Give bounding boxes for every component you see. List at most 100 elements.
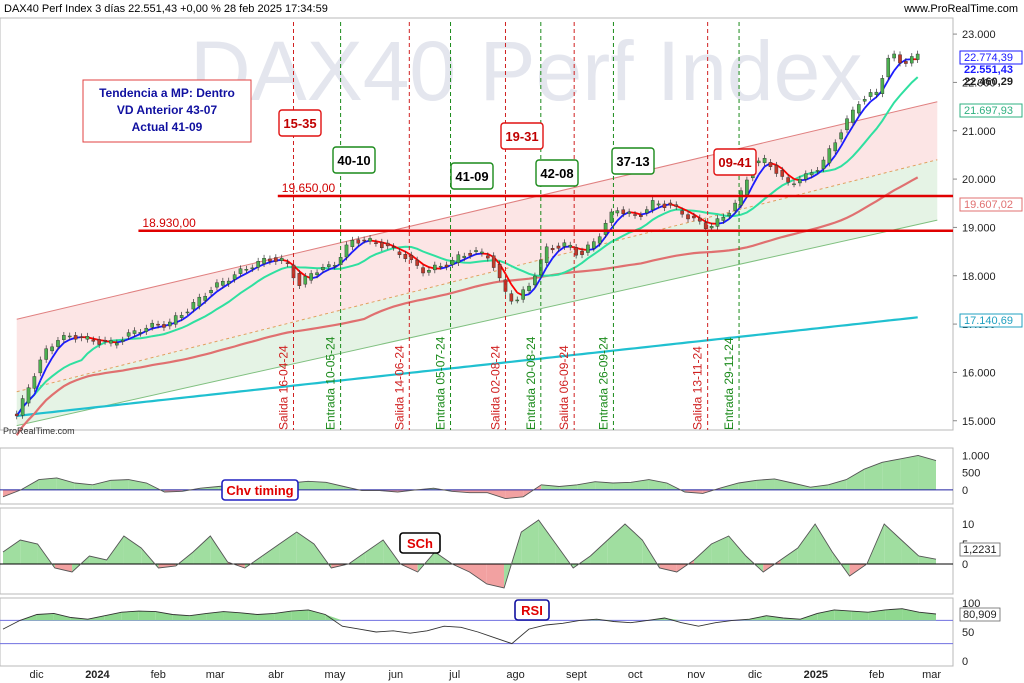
price-tick-label: 20.000 — [962, 174, 996, 186]
ma-fast-segment — [852, 116, 860, 127]
info-box-line3: Actual 41-09 — [132, 120, 203, 134]
ma-fast-segment — [705, 220, 712, 225]
level-label-1: 18.930,00 — [142, 216, 196, 230]
candle-body — [892, 53, 896, 59]
candle-body — [156, 323, 160, 326]
week-box-label-3: 19-31 — [505, 129, 538, 144]
candle-body — [580, 250, 584, 255]
ma-fast-segment — [399, 248, 406, 253]
candle-body — [827, 148, 832, 164]
indicator-title-box — [221, 479, 299, 501]
week-box-5 — [611, 147, 655, 175]
indicator-area — [89, 556, 107, 564]
signal-label-8: Salida 13-11-24 — [691, 346, 705, 430]
candle-body — [515, 299, 520, 302]
ma-slow-line — [15, 176, 919, 436]
ma-fast-segment — [728, 212, 736, 220]
channel-upper-fill — [16, 101, 938, 392]
ma-fast-segment — [322, 268, 330, 274]
candle-body — [415, 259, 419, 266]
indicator-area — [720, 483, 739, 490]
indicator-area — [487, 489, 506, 499]
price-label-box — [959, 313, 1023, 328]
candle-body — [85, 336, 90, 340]
candle-body — [762, 158, 767, 164]
candle-body — [592, 241, 596, 249]
price-label-4: 19.607,02 — [964, 199, 1013, 211]
channel-top-line — [16, 101, 938, 320]
ma-fast-segment — [186, 310, 194, 317]
candle-body — [468, 253, 472, 256]
candle-body — [486, 255, 490, 259]
candle-body — [727, 213, 732, 217]
week-box-0 — [278, 109, 322, 137]
indicator-area — [110, 479, 129, 490]
ma-fast-segment — [557, 246, 565, 252]
indicator-area — [884, 524, 902, 564]
rsi-area — [766, 615, 784, 621]
candle-body — [851, 109, 855, 123]
x-tick-label: dic — [748, 669, 763, 681]
x-tick-label: sept — [566, 669, 587, 681]
candle-body — [256, 261, 260, 268]
price-label-3: 21.697,93 — [964, 105, 1013, 117]
price-tick-label: 23.000 — [962, 29, 996, 41]
candle-body — [715, 218, 720, 227]
candle-body — [645, 209, 649, 214]
indicator-area — [559, 484, 578, 490]
indicator-tick-label: 0 — [962, 485, 968, 497]
indicator-tick-label: 1.000 — [962, 450, 990, 462]
candle-body — [262, 258, 266, 264]
info-box-line2: VD Anterior 43-07 — [117, 103, 218, 117]
candle-body — [868, 92, 873, 97]
indicator-area — [607, 524, 625, 564]
panel-frame-0 — [0, 17, 954, 431]
ma-fast-segment — [893, 62, 901, 72]
candle-body — [132, 330, 137, 334]
ma-fast-segment — [222, 283, 230, 289]
candle-body — [126, 332, 131, 337]
candle-body — [909, 56, 914, 64]
panel-frame-2 — [0, 507, 954, 595]
indicator-area — [279, 532, 297, 564]
price-label-2: 22.460,29 — [964, 76, 1013, 88]
indicator-area — [792, 483, 811, 490]
channel-bottom-line — [16, 219, 938, 427]
ma-fast-segment — [534, 277, 542, 289]
x-tick-label: mar — [206, 669, 225, 681]
indicator-area — [296, 532, 314, 564]
indicator-title: RSI — [521, 603, 543, 618]
x-tick-label: mar — [922, 669, 941, 681]
candle-body — [368, 238, 372, 242]
panel-frames — [0, 17, 954, 667]
indicator-value-label: 1,2231 — [963, 544, 997, 556]
ma-fast-segment — [357, 241, 365, 248]
candle-body — [67, 335, 72, 338]
ma-fast-segment — [787, 174, 795, 180]
candle-body — [904, 61, 908, 64]
rsi-area — [868, 609, 886, 621]
signal-label-4: Salida 02-08-24 — [488, 345, 502, 430]
rsi-area — [274, 611, 292, 621]
candle-body — [50, 346, 54, 352]
week-boxes: 15-35 40-10 41-09 19-31 42-08 37-13 09-41 — [278, 109, 757, 190]
info-box: Tendencia a MP: Dentro VD Anterior 43-07… — [82, 79, 252, 143]
candle-body — [362, 239, 366, 242]
ma-fast-segment — [316, 271, 324, 278]
candle-body — [798, 178, 802, 184]
rsi-area — [817, 609, 835, 621]
x-tick-label: may — [325, 669, 346, 681]
candle-body — [433, 264, 437, 271]
candle-body — [733, 202, 737, 211]
candle-body — [209, 290, 213, 294]
ma-fast-segment — [422, 263, 430, 268]
indicator-area — [815, 524, 833, 564]
indicator-area — [595, 481, 614, 490]
ma-fast-segment — [781, 168, 789, 176]
website-link[interactable]: www.ProRealTime.com — [904, 3, 1018, 15]
indicator-title-box — [399, 532, 441, 554]
candle-body — [97, 339, 101, 345]
indicator-area — [365, 540, 384, 564]
candle-body — [603, 222, 608, 235]
